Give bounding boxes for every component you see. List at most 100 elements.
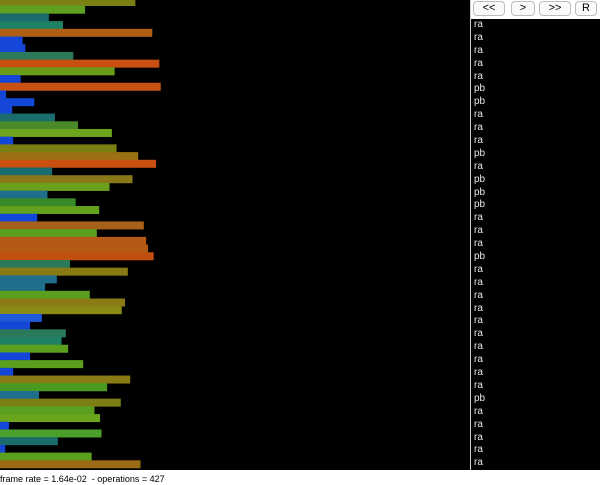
operation-item: ra [474,263,483,275]
bar [0,175,133,184]
bar [0,367,14,376]
operation-item: ra [474,160,483,172]
bar [0,121,79,130]
operation-item: pb [474,251,486,263]
forward-all-button[interactable]: >> [539,1,571,16]
operation-item: ra [474,122,483,134]
bar [0,105,13,114]
bar [0,21,63,30]
operation-item: ra [474,135,483,147]
bar [0,337,62,346]
operation-item: ra [474,341,483,353]
bar [0,167,53,176]
bar [0,344,69,353]
bar [0,460,141,469]
operation-log[interactable]: ra ra ra ra ra pb pb ra ra ra pb ra pb pb pb ra ra ra pb ra… [471,19,600,470]
bar-visualization [0,0,470,470]
status-line: frame rate = 1.64e-02 - operations = 427 [0,474,165,484]
bar [0,229,97,238]
operation-item: ra [474,238,483,250]
bar [0,13,49,22]
bar [0,321,31,330]
back-all-button[interactable]: << [473,1,505,16]
operation-item: ra [474,354,483,366]
bar [0,283,46,292]
bar [0,113,55,122]
bar [0,244,149,253]
step-forward-button[interactable]: > [511,1,535,16]
bar [0,452,92,461]
operation-item: pb [474,186,486,198]
bar [0,360,84,369]
bar [0,252,154,261]
bar [0,437,58,446]
bar [0,82,161,91]
operation-list: ra ra ra ra ra pb pb ra ra ra pb ra pb pb pb ra ra ra pb ra… [471,19,600,470]
operation-item: ra [474,444,483,456]
bar [0,421,9,430]
operation-item: ra [474,57,483,69]
reset-button[interactable]: R [575,1,597,16]
bar [0,59,160,68]
playback-controls: << > >> R [471,0,600,18]
bar [0,90,7,99]
operation-item: pb [474,147,486,159]
operation-item: ra [474,225,483,237]
operation-item: pb [474,173,486,185]
bar [0,275,57,284]
bar [0,306,122,315]
bar [0,159,157,168]
operation-item: ra [474,212,483,224]
bar [0,67,115,76]
bar [0,313,42,322]
operation-item: ra [474,405,483,417]
bar [0,398,121,407]
operation-item: ra [474,418,483,430]
bar [0,51,74,60]
bar [0,375,131,384]
operation-item: pb [474,199,486,211]
bar [0,383,108,392]
operation-item: ra [474,109,483,121]
bar [0,198,76,207]
bar [0,136,14,145]
bar [0,429,102,438]
bar [0,75,21,84]
bar [0,0,136,6]
bar [0,390,40,399]
bar [0,329,66,338]
operation-item: pb [474,83,486,95]
operation-item: ra [474,276,483,288]
operation-item: ra [474,457,483,469]
operation-item: pb [474,96,486,108]
bar [0,44,26,53]
operation-item: ra [474,431,483,443]
bar [0,267,128,276]
bar [0,406,95,415]
operation-item: ra [474,379,483,391]
bar [0,221,144,230]
bar [0,290,90,299]
operation-item: pb [474,392,486,404]
operation-item: ra [474,328,483,340]
bar [0,28,153,37]
bar [0,206,100,215]
operation-item: ra [474,31,483,43]
bar [0,36,23,45]
sidebar-divider [470,0,471,470]
bar [0,259,71,268]
operations-sidebar: << > >> R ra ra ra ra ra pb pb ra ra ra pb ra pb pb pb… [471,0,600,470]
bar [0,352,31,361]
bars-canvas [0,0,161,469]
operation-item: ra [474,70,483,82]
operation-item: ra [474,289,483,301]
operation-item: ra [474,19,483,30]
bar [0,298,126,307]
operation-item: ra [474,44,483,56]
operation-item: ra [474,315,483,327]
operation-item: ra [474,302,483,314]
bar [0,182,110,191]
bar [0,5,86,14]
bar [0,414,101,423]
bar [0,190,48,199]
